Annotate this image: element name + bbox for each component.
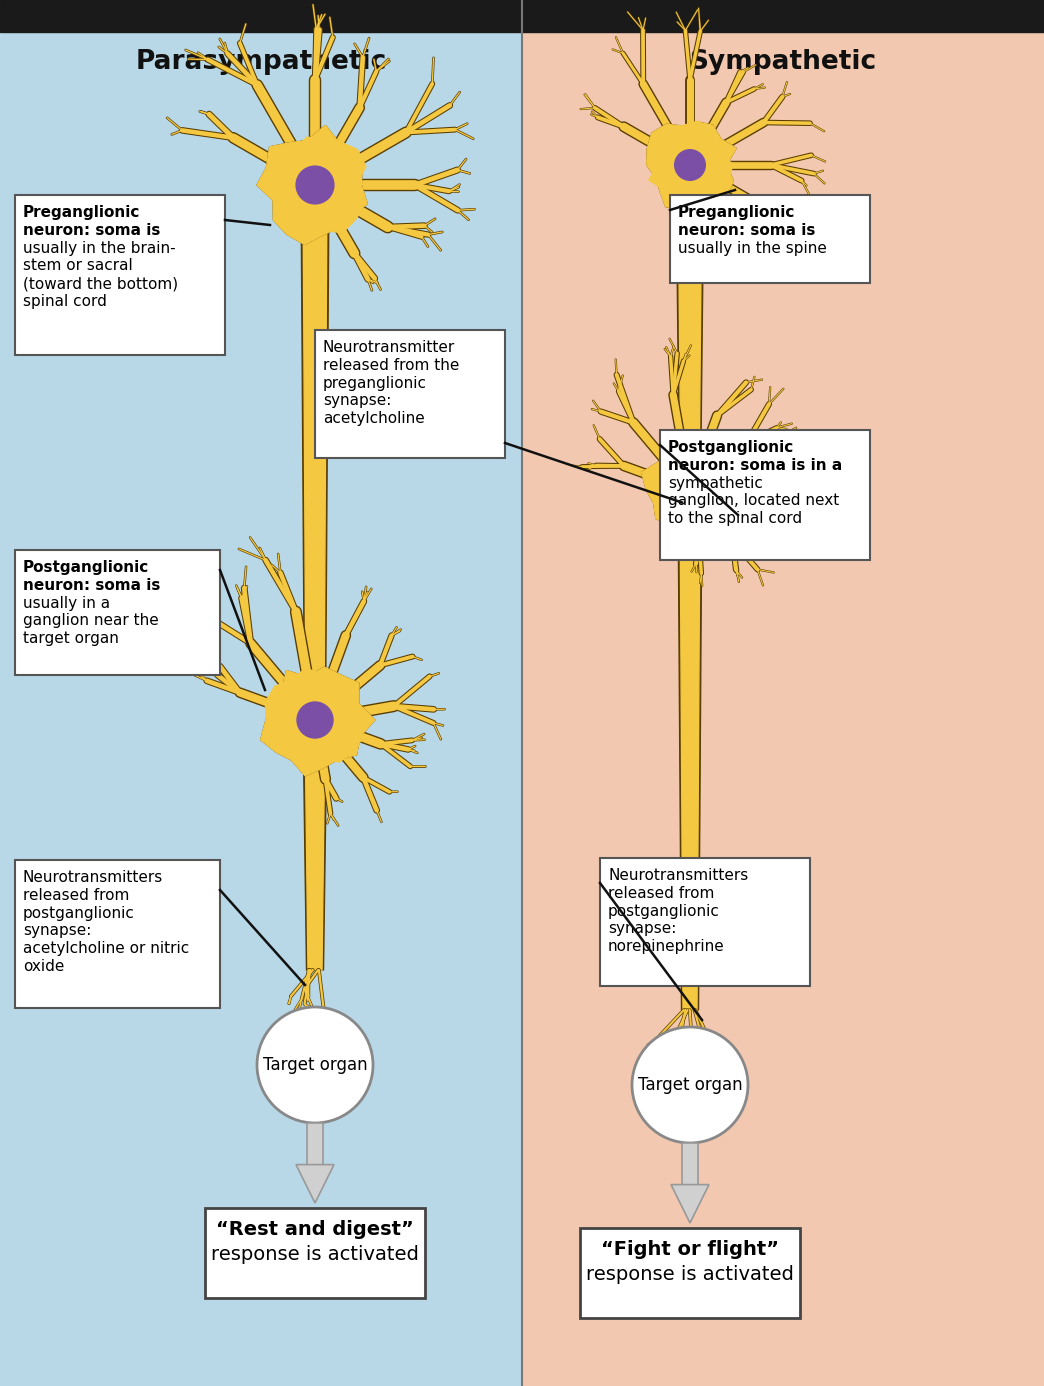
- Polygon shape: [649, 121, 734, 204]
- Text: acetylcholine: acetylcholine: [323, 412, 425, 427]
- Bar: [315, 330, 505, 457]
- Polygon shape: [680, 491, 699, 1010]
- Text: Sympathetic: Sympathetic: [689, 49, 877, 75]
- Bar: [682, 1143, 698, 1185]
- Circle shape: [632, 1027, 748, 1143]
- Text: released from the: released from the: [323, 358, 459, 373]
- Circle shape: [674, 474, 706, 506]
- Text: oxide: oxide: [23, 959, 65, 974]
- Polygon shape: [261, 137, 366, 240]
- Bar: [307, 1123, 323, 1164]
- Text: norepinephrine: norepinephrine: [608, 940, 725, 955]
- Text: preganglionic: preganglionic: [323, 376, 427, 391]
- Text: Target organ: Target organ: [263, 1056, 367, 1074]
- Text: neuron: soma is in a: neuron: soma is in a: [668, 457, 843, 473]
- Circle shape: [296, 166, 334, 204]
- Text: Preganglionic: Preganglionic: [678, 205, 796, 220]
- Bar: [15, 195, 226, 355]
- Text: synapse:: synapse:: [23, 923, 92, 938]
- Polygon shape: [646, 455, 734, 535]
- Polygon shape: [261, 667, 375, 776]
- Polygon shape: [257, 126, 367, 244]
- Text: usually in a: usually in a: [23, 596, 110, 611]
- Circle shape: [296, 701, 333, 737]
- Text: neuron: soma is: neuron: soma is: [23, 578, 161, 593]
- Text: released from: released from: [608, 886, 714, 901]
- Text: usually in the brain-: usually in the brain-: [23, 241, 175, 255]
- Polygon shape: [642, 442, 735, 535]
- Text: Neurotransmitters: Neurotransmitters: [608, 868, 749, 883]
- Text: neuron: soma is: neuron: soma is: [23, 223, 161, 238]
- Text: Target organ: Target organ: [638, 1076, 742, 1094]
- Bar: [15, 859, 220, 1008]
- Text: postganglionic: postganglionic: [608, 904, 720, 919]
- Circle shape: [257, 1008, 373, 1123]
- Bar: [580, 1228, 800, 1318]
- Polygon shape: [671, 1185, 709, 1222]
- Polygon shape: [305, 719, 325, 970]
- Polygon shape: [642, 442, 735, 535]
- Bar: [0, 0, 1044, 32]
- Bar: [660, 430, 870, 560]
- Polygon shape: [301, 184, 329, 719]
- Polygon shape: [647, 122, 736, 215]
- Text: response is activated: response is activated: [586, 1265, 793, 1285]
- Text: Preganglionic: Preganglionic: [23, 205, 140, 220]
- Polygon shape: [261, 667, 375, 776]
- Bar: [15, 550, 220, 675]
- Text: neuron: soma is: neuron: soma is: [678, 223, 815, 238]
- Text: Neurotransmitter: Neurotransmitter: [323, 340, 455, 355]
- Bar: [205, 1209, 425, 1299]
- Text: usually in the spine: usually in the spine: [678, 241, 827, 255]
- Bar: [0, 32, 522, 1386]
- Text: synapse:: synapse:: [608, 922, 677, 937]
- Text: released from: released from: [23, 888, 129, 902]
- Polygon shape: [265, 668, 363, 762]
- Polygon shape: [303, 719, 327, 970]
- Text: postganglionic: postganglionic: [23, 905, 135, 920]
- Bar: [600, 858, 810, 985]
- Text: to the spinal cord: to the spinal cord: [668, 511, 802, 527]
- Text: sympathetic: sympathetic: [668, 475, 763, 491]
- Polygon shape: [257, 126, 367, 244]
- Polygon shape: [678, 165, 702, 491]
- Polygon shape: [678, 491, 702, 1010]
- Text: “Fight or flight”: “Fight or flight”: [601, 1240, 779, 1258]
- Bar: [670, 195, 870, 283]
- Text: “Rest and digest”: “Rest and digest”: [216, 1220, 413, 1239]
- Polygon shape: [296, 1164, 334, 1203]
- Polygon shape: [303, 184, 327, 719]
- Text: Parasympathetic: Parasympathetic: [136, 49, 386, 75]
- Text: spinal cord: spinal cord: [23, 294, 106, 309]
- Text: acetylcholine or nitric: acetylcholine or nitric: [23, 941, 189, 956]
- Text: ganglion, located next: ganglion, located next: [668, 493, 839, 509]
- Text: (toward the bottom): (toward the bottom): [23, 276, 179, 291]
- Text: Postganglionic: Postganglionic: [23, 560, 149, 575]
- Polygon shape: [677, 165, 704, 491]
- Text: Neurotransmitters: Neurotransmitters: [23, 870, 163, 886]
- Text: target organ: target organ: [23, 631, 119, 646]
- Text: response is activated: response is activated: [211, 1245, 419, 1264]
- Polygon shape: [647, 122, 736, 215]
- Bar: [522, 32, 1044, 1386]
- Text: Postganglionic: Postganglionic: [668, 439, 794, 455]
- Circle shape: [674, 150, 706, 180]
- Text: stem or sacral: stem or sacral: [23, 258, 133, 273]
- Text: ganglion near the: ganglion near the: [23, 614, 159, 628]
- Text: synapse:: synapse:: [323, 394, 392, 409]
